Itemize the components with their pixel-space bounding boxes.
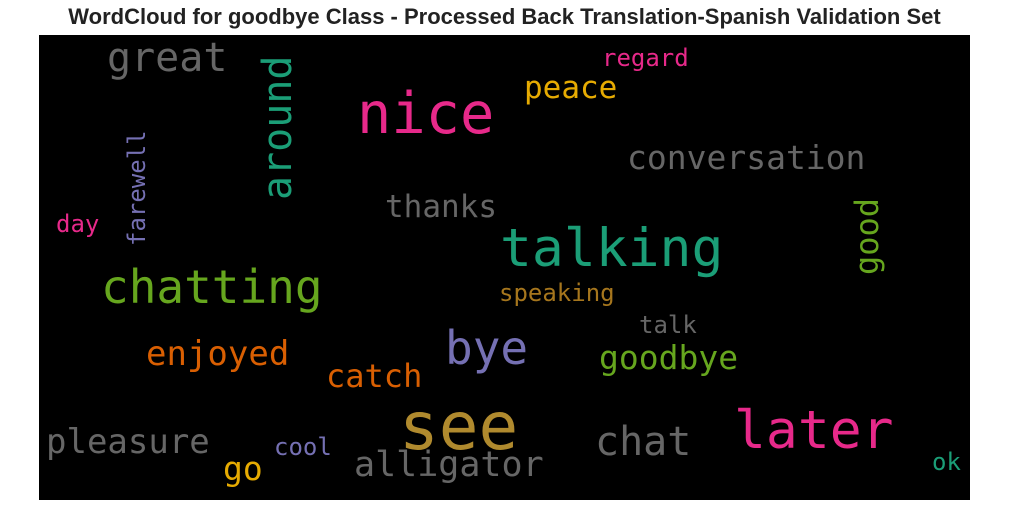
word-great: great: [107, 35, 228, 81]
word-bye: bye: [445, 321, 529, 375]
word-see: see: [399, 388, 519, 465]
word-day: day: [56, 210, 100, 238]
word-talking: talking: [500, 218, 724, 279]
word-peace: peace: [524, 70, 618, 106]
word-ok: ok: [932, 448, 961, 476]
word-catch: catch: [326, 357, 423, 395]
word-alligator: alligator: [354, 445, 544, 485]
word-goodbye: goodbye: [599, 338, 739, 377]
chart-title: WordCloud for goodbye Class - Processed …: [68, 4, 941, 29]
word-later: later: [734, 400, 894, 461]
word-speaking: speaking: [499, 279, 615, 307]
word-go: go: [223, 449, 263, 488]
word-nice: nice: [357, 81, 495, 147]
word-pleasure: pleasure: [46, 422, 210, 462]
word-enjoyed: enjoyed: [146, 334, 290, 374]
wordcloud-canvas: see nice later talking chatting bye great chat a…: [39, 35, 970, 500]
word-thanks: thanks: [385, 189, 497, 225]
word-good: good: [848, 197, 886, 275]
word-chatting: chatting: [101, 260, 323, 314]
word-around: around: [255, 55, 301, 201]
word-farewell: farewell: [123, 130, 151, 246]
word-talk: talk: [639, 311, 697, 339]
word-chat: chat: [595, 419, 692, 465]
word-conversation: conversation: [627, 138, 866, 177]
word-cool: cool: [274, 433, 332, 461]
word-regard: regard: [602, 44, 689, 72]
